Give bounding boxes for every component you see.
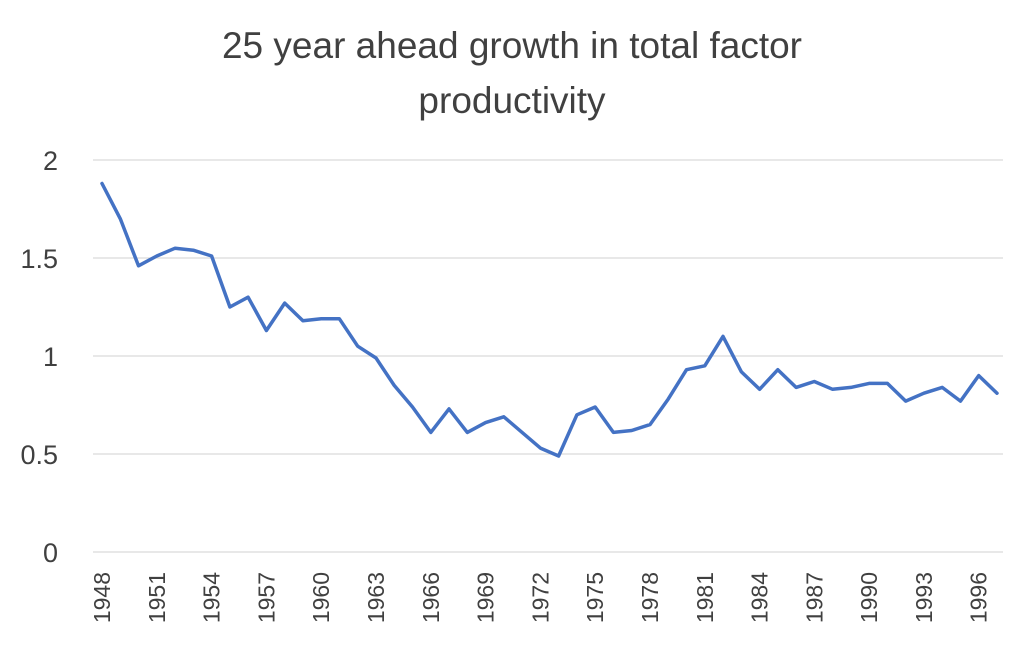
- series-line-layer: [100, 181, 999, 458]
- x-tick-label: 1993: [911, 572, 937, 623]
- x-tick-label: 1948: [89, 572, 115, 623]
- y-tick-label: 2: [43, 146, 58, 176]
- y-tick-label: 1.5: [20, 244, 58, 274]
- x-tick-label: 1957: [253, 572, 279, 623]
- x-tick-label: 1981: [692, 572, 718, 623]
- x-tick-label: 1951: [144, 572, 170, 623]
- y-tick-label: 1: [43, 342, 58, 372]
- y-tick-label: 0.5: [20, 440, 58, 470]
- chart-title-line-1: 25 year ahead growth in total factor: [222, 25, 802, 66]
- x-tick-label: 1960: [308, 572, 334, 623]
- chart-title-line-2: productivity: [418, 80, 606, 121]
- x-tick-label: 1966: [418, 572, 444, 623]
- x-tick-label: 1975: [582, 572, 608, 623]
- x-tick-label: 1978: [637, 572, 663, 623]
- gridlines: [93, 159, 1003, 553]
- x-tick-label: 1969: [473, 572, 499, 623]
- x-axis-tick-labels: 1948 1951 1954 1957 1960 1963 1966 1969 1972 1975…: [89, 572, 992, 623]
- x-tick-label: 1996: [966, 572, 992, 623]
- x-tick-label: 1984: [747, 572, 773, 623]
- x-tick-label: 1990: [856, 572, 882, 623]
- y-axis-tick-labels: 0 0.5 1 1.5 2: [20, 146, 58, 568]
- x-tick-label: 1987: [801, 572, 827, 623]
- y-tick-label: 0: [43, 538, 58, 568]
- x-tick-label: 1972: [527, 572, 553, 623]
- x-tick-label: 1963: [363, 572, 389, 623]
- series-line: [100, 181, 999, 458]
- x-tick-label: 1954: [199, 572, 225, 623]
